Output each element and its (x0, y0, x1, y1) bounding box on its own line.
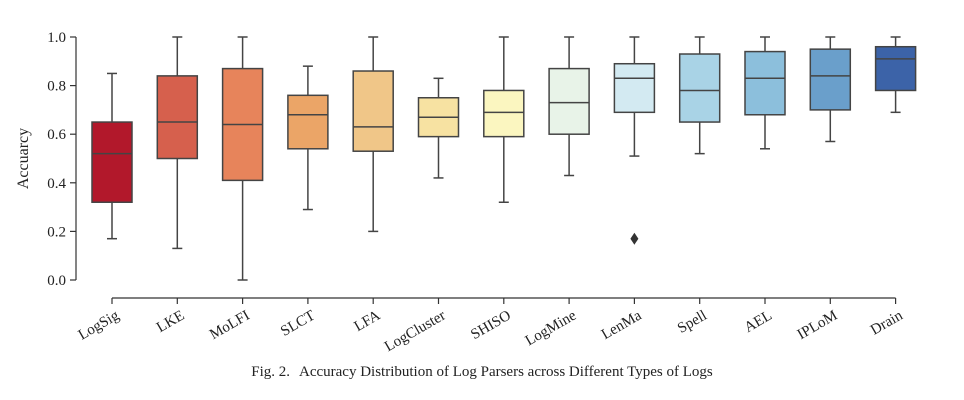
box-logsig (92, 73, 132, 238)
box-molfi (223, 37, 263, 280)
box-logcluster (419, 78, 459, 178)
y-tick-label: 0.6 (47, 127, 66, 143)
box-spell (680, 37, 720, 154)
box-iqr (549, 69, 589, 135)
box-series (92, 37, 916, 280)
y-tick-label: 1.0 (47, 30, 66, 46)
x-tick-label: LogSig (76, 307, 123, 343)
y-axis-label: Accuarcy (15, 128, 32, 189)
box-iplom (810, 37, 850, 141)
box-iqr (810, 49, 850, 110)
x-tick-label: MoLFI (207, 308, 253, 344)
box-iqr (92, 122, 132, 202)
box-slct (288, 66, 328, 209)
figure-caption: Fig. 2. Accuracy Distribution of Log Par… (0, 364, 964, 381)
box-iqr (614, 64, 654, 113)
box-logmine (549, 37, 589, 176)
box-lfa (353, 37, 393, 231)
box-lke (157, 37, 197, 248)
x-tick-label: LogCluster (382, 308, 448, 356)
x-tick-label: SHISO (468, 308, 514, 344)
box-plot-chart: 0.0 0.2 0.4 0.6 0.8 1.0 LogSig LKE MoLFI SLCT LFA… (0, 0, 964, 360)
box-iqr (484, 90, 524, 136)
box-iqr (745, 52, 785, 115)
x-tick-label: IPLoM (795, 308, 841, 344)
y-tick-label: 0.8 (47, 79, 66, 95)
x-tick-label: LogMine (523, 307, 580, 349)
x-tick-label: SLCT (278, 308, 318, 340)
y-axis: 0.0 0.2 0.4 0.6 0.8 1.0 (47, 30, 76, 289)
y-tick-label: 0.0 (47, 273, 66, 289)
box-drain (876, 37, 916, 112)
box-iqr (353, 71, 393, 151)
figure-label: Fig. 2. (251, 364, 290, 380)
box-ael (745, 37, 785, 149)
outlier-point (630, 233, 638, 245)
x-tick-label: LenMa (599, 307, 645, 343)
x-tick-label: LKE (154, 308, 187, 336)
x-tick-label: Drain (868, 307, 906, 338)
y-tick-label: 0.4 (47, 176, 66, 192)
y-tick-label: 0.2 (47, 224, 66, 240)
box-iqr (680, 54, 720, 122)
box-shiso (484, 37, 524, 202)
x-tick-label: LFA (352, 308, 384, 336)
x-tick-label: AEL (742, 308, 775, 336)
x-tick-label: Spell (675, 308, 710, 337)
figure-caption-text: Accuracy Distribution of Log Parsers acr… (299, 364, 713, 380)
box-lenma (614, 37, 654, 245)
box-iqr (288, 95, 328, 148)
box-iqr (157, 76, 197, 159)
box-iqr (876, 47, 916, 91)
